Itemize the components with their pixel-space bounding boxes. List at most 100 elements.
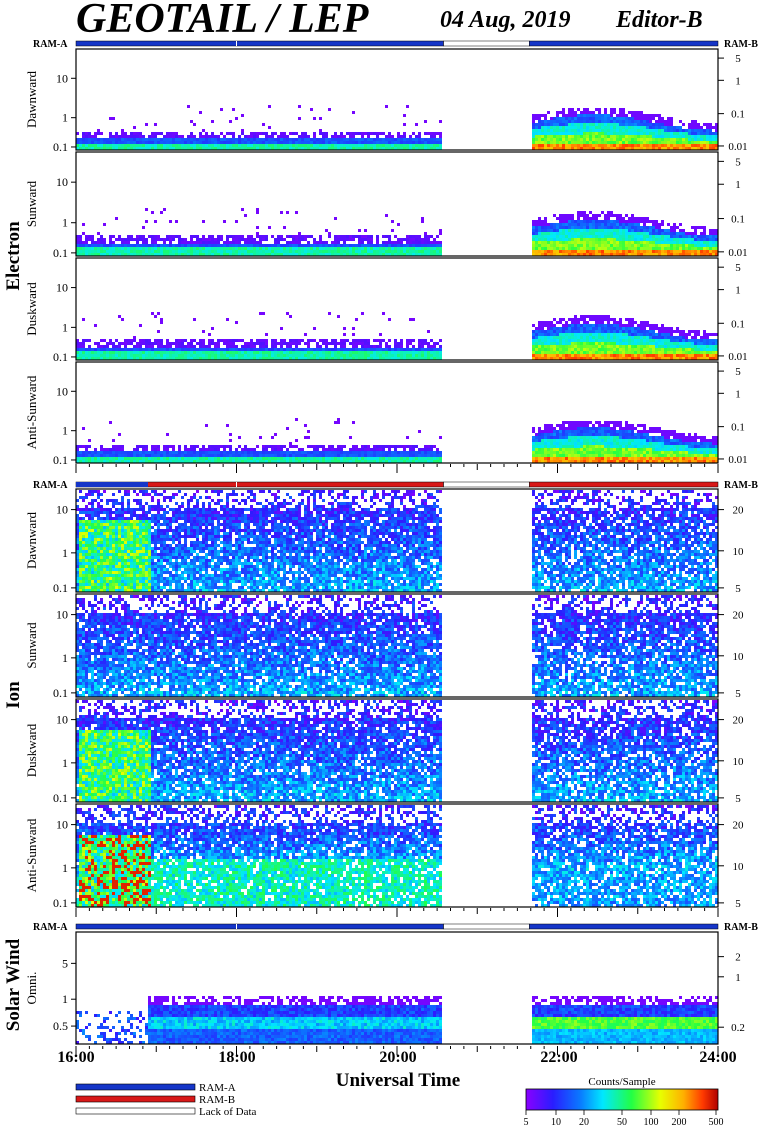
spectrogram-cell: [337, 144, 340, 147]
spectrogram-cell: [88, 244, 91, 247]
spectrogram-cell: [616, 238, 619, 241]
spectrogram-cell: [535, 141, 538, 144]
spectrogram-cell: [304, 238, 307, 241]
spectrogram-cell: [151, 244, 154, 247]
spectrogram-cell: [628, 345, 631, 348]
spectrogram-cell: [310, 141, 313, 144]
spectrogram-cell: [259, 312, 262, 315]
spectrogram-cell: [565, 342, 568, 345]
spectrogram-cell: [250, 448, 253, 451]
spectrogram-cell: [568, 235, 571, 238]
spectrogram-cell: [703, 135, 706, 138]
spectrogram-cell: [664, 141, 667, 144]
spectrogram-cell: [628, 241, 631, 244]
spectrogram-cell: [712, 235, 715, 238]
spectrogram-cell: [712, 339, 715, 342]
spectrogram-cell: [406, 351, 409, 354]
spectrogram-cell: [151, 348, 154, 351]
spectrogram-cell: [217, 138, 220, 141]
spectrogram-cell: [256, 208, 259, 211]
spectrogram-cell: [634, 114, 637, 117]
spectrogram-cell: [361, 342, 364, 345]
spectrogram-cell: [295, 418, 298, 421]
spectrogram-cell: [409, 247, 412, 250]
spectrogram-cell: [652, 324, 655, 327]
spectrogram-cell: [262, 348, 265, 351]
spectrogram-cell: [583, 327, 586, 330]
spectrogram-cell: [112, 250, 115, 253]
spectrogram-cell: [556, 138, 559, 141]
spectrogram-cell: [79, 144, 82, 147]
spectrogram-cell: [697, 333, 700, 336]
spectrogram-cell: [94, 138, 97, 141]
spectrogram-cell: [583, 238, 586, 241]
spectrogram-cell: [412, 138, 415, 141]
spectrogram-cell: [319, 454, 322, 457]
spectrogram-cell: [571, 351, 574, 354]
spectrogram-cell: [544, 321, 547, 324]
spectrogram-cell: [154, 351, 157, 354]
spectrogram-cell: [226, 250, 229, 253]
spectrogram-cell: [217, 238, 220, 241]
spectrogram-cell: [682, 345, 685, 348]
spectrogram-cell: [565, 330, 568, 333]
spectrogram-cell: [274, 250, 277, 253]
spectrogram-cell: [562, 244, 565, 247]
spectrogram-cell: [280, 247, 283, 250]
spectrogram-cell: [391, 241, 394, 244]
spectrogram-cell: [379, 247, 382, 250]
spectrogram-cell: [553, 241, 556, 244]
spectrogram-cell: [628, 354, 631, 357]
spectrogram-cell: [244, 345, 247, 348]
spectrogram-cell: [592, 336, 595, 339]
spectrogram-cell: [79, 454, 82, 457]
spectrogram-cell: [607, 244, 610, 247]
spectrogram-cell: [151, 448, 154, 451]
spectrogram-cell: [175, 135, 178, 138]
spectrogram-cell: [667, 244, 670, 247]
spectrogram-cell: [250, 345, 253, 348]
spectrogram-cell: [658, 354, 661, 357]
spectrogram-cell: [226, 351, 229, 354]
spectrogram-cell: [82, 457, 85, 460]
spectrogram-cell: [565, 324, 568, 327]
spectrogram-cell: [682, 333, 685, 336]
spectrogram-cell: [550, 126, 553, 129]
spectrogram-cell: [547, 226, 550, 229]
spectrogram-cell: [703, 229, 706, 232]
spectrogram-cell: [571, 238, 574, 241]
spectrogram-cell: [604, 111, 607, 114]
spectrogram-cell: [643, 220, 646, 223]
spectrogram-cell: [343, 244, 346, 247]
spectrogram-cell: [532, 138, 535, 141]
spectrogram-cell: [322, 454, 325, 457]
spectrogram-cell: [253, 451, 256, 454]
spectrogram-cell: [532, 223, 535, 226]
spectrogram-cell: [334, 354, 337, 357]
spectrogram-cell: [286, 457, 289, 460]
spectrogram-cell: [541, 339, 544, 342]
spectrogram-cell: [328, 247, 331, 250]
spectrogram-cell: [79, 138, 82, 141]
spectrogram-cell: [280, 351, 283, 354]
spectrogram-cell: [694, 226, 697, 229]
spectrogram-cell: [289, 445, 292, 448]
spectrogram-cell: [694, 250, 697, 253]
spectrogram-cell: [391, 244, 394, 247]
spectrogram-cell: [625, 241, 628, 244]
spectrogram-cell: [559, 141, 562, 144]
spectrogram-cell: [643, 135, 646, 138]
spectrogram-cell: [550, 336, 553, 339]
spectrogram-cell: [112, 135, 115, 138]
spectrogram-cell: [631, 345, 634, 348]
spectrogram-cell: [160, 342, 163, 345]
spectrogram-cell: [649, 117, 652, 120]
spectrogram-cell: [217, 457, 220, 460]
spectrogram-cell: [634, 351, 637, 354]
spectrogram-cell: [631, 250, 634, 253]
spectrogram-cell: [118, 238, 121, 241]
spectrogram-cell: [562, 135, 565, 138]
spectrogram-cell: [322, 144, 325, 147]
spectrogram-cell: [166, 454, 169, 457]
spectrogram-cell: [583, 226, 586, 229]
